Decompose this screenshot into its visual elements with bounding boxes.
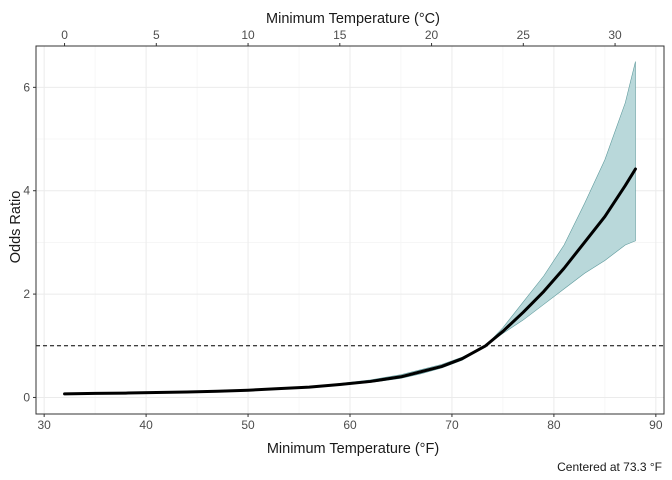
x2-tick-label: 25 bbox=[517, 28, 531, 42]
x-tick-label: 80 bbox=[547, 418, 561, 432]
x-tick-label: 90 bbox=[649, 418, 663, 432]
chart-caption: Centered at 73.3 °F bbox=[557, 460, 662, 474]
x2-tick-label: 30 bbox=[608, 28, 622, 42]
x-tick-label: 50 bbox=[241, 418, 255, 432]
x2-tick-label: 15 bbox=[333, 28, 347, 42]
odds-ratio-line bbox=[63, 167, 637, 396]
x2-tick-label: 10 bbox=[241, 28, 255, 42]
grid-lines bbox=[36, 46, 664, 414]
y-tick-label: 6 bbox=[23, 80, 30, 94]
x-tick-label: 40 bbox=[139, 418, 153, 432]
y-tick-label: 0 bbox=[23, 390, 30, 404]
y-tick-label: 4 bbox=[23, 184, 30, 198]
x2-tick-label: 5 bbox=[153, 28, 160, 42]
y-tick-label: 2 bbox=[23, 287, 30, 301]
x-tick-label: 60 bbox=[343, 418, 357, 432]
x2-tick-label: 0 bbox=[61, 28, 68, 42]
x2-tick-label: 20 bbox=[425, 28, 439, 42]
x2-axis-title: Minimum Temperature (°C) bbox=[266, 11, 440, 27]
y-axis-title: Odds Ratio bbox=[8, 191, 24, 264]
x-tick-label: 70 bbox=[445, 418, 459, 432]
axis-ticks bbox=[33, 43, 657, 417]
x-axis-title: Minimum Temperature (°F) bbox=[267, 441, 439, 457]
x-tick-label: 30 bbox=[37, 418, 51, 432]
